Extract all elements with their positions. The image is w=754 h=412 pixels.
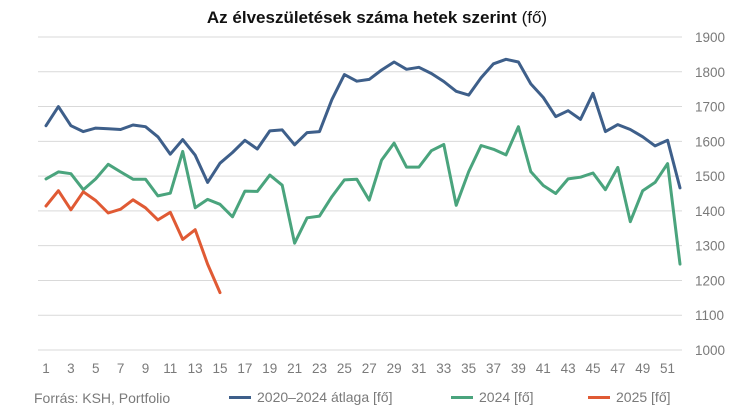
x-tick-label: 35	[461, 361, 476, 376]
x-tick-label: 33	[436, 361, 451, 376]
y-tick-label: 1100	[695, 308, 724, 323]
legend-label-average: 2020–2024 átlaga [fő]	[257, 389, 393, 405]
y-tick-label: 1500	[695, 169, 725, 184]
legend-label-2025: 2025 [fő]	[616, 389, 671, 405]
source-note: Forrás: KSH, Portfolio	[34, 390, 171, 406]
x-tick-label: 21	[287, 361, 302, 376]
x-tick-label: 19	[262, 361, 277, 376]
x-tick-label: 45	[585, 361, 600, 376]
x-tick-label: 3	[67, 361, 75, 376]
x-tick-label: 1	[42, 361, 50, 376]
legend-item-2024: 2024 [fő]	[451, 388, 534, 406]
series-line-1	[44, 125, 682, 266]
x-tick-label: 47	[610, 361, 625, 376]
chart-title-main: Az élveszületések száma hetek szerint	[206, 8, 517, 27]
x-tick-label: 49	[635, 361, 650, 376]
x-tick-label: 41	[536, 361, 551, 376]
x-tick-label: 39	[511, 361, 526, 376]
gridlines	[38, 36, 682, 351]
legend-swatch-2025	[588, 395, 610, 399]
y-tick-label: 1400	[695, 204, 725, 219]
x-axis: 1 3 5 7 9 11 13 15 17 19 21 23 25 27 29 31 33 35 37 39 41 43 4…	[42, 361, 675, 376]
y-tick-label: 1700	[695, 100, 725, 115]
chart-title: Az élveszületések száma hetek szerint (f…	[0, 8, 754, 28]
x-tick-label: 23	[312, 361, 327, 376]
x-tick-label: 37	[486, 361, 501, 376]
series-lines	[44, 57, 682, 295]
chart-title-unit: (fő)	[521, 8, 548, 27]
legend-swatch-average	[229, 395, 251, 399]
x-tick-label: 51	[660, 361, 675, 376]
y-tick-label: 1800	[695, 65, 725, 80]
x-tick-label: 27	[362, 361, 377, 376]
y-tick-label: 1300	[695, 239, 725, 254]
series-line-2	[44, 189, 222, 295]
x-tick-label: 5	[92, 361, 100, 376]
x-tick-label: 7	[117, 361, 125, 376]
x-tick-label: 43	[561, 361, 576, 376]
x-tick-label: 15	[213, 361, 228, 376]
x-tick-label: 31	[411, 361, 426, 376]
x-tick-label: 17	[237, 361, 252, 376]
legend-label-2024: 2024 [fő]	[479, 389, 534, 405]
x-tick-label: 29	[387, 361, 402, 376]
legend-item-average: 2020–2024 átlaga [fő]	[229, 388, 392, 406]
y-tick-label: 1000	[695, 343, 725, 358]
legend-item-2025: 2025 [fő]	[588, 388, 671, 406]
y-axis: 1000 1100 1200 1300 1400 1500 1600 1700 1800 1900	[695, 30, 725, 358]
y-tick-label: 1200	[695, 273, 725, 288]
y-tick-label: 1900	[695, 30, 725, 45]
series-line-0	[44, 57, 682, 190]
x-tick-label: 13	[188, 361, 203, 376]
legend-swatch-2024	[451, 395, 473, 399]
x-tick-label: 11	[163, 361, 177, 376]
y-tick-label: 1600	[695, 134, 725, 149]
x-tick-label: 9	[142, 361, 150, 376]
x-tick-label: 25	[337, 361, 352, 376]
